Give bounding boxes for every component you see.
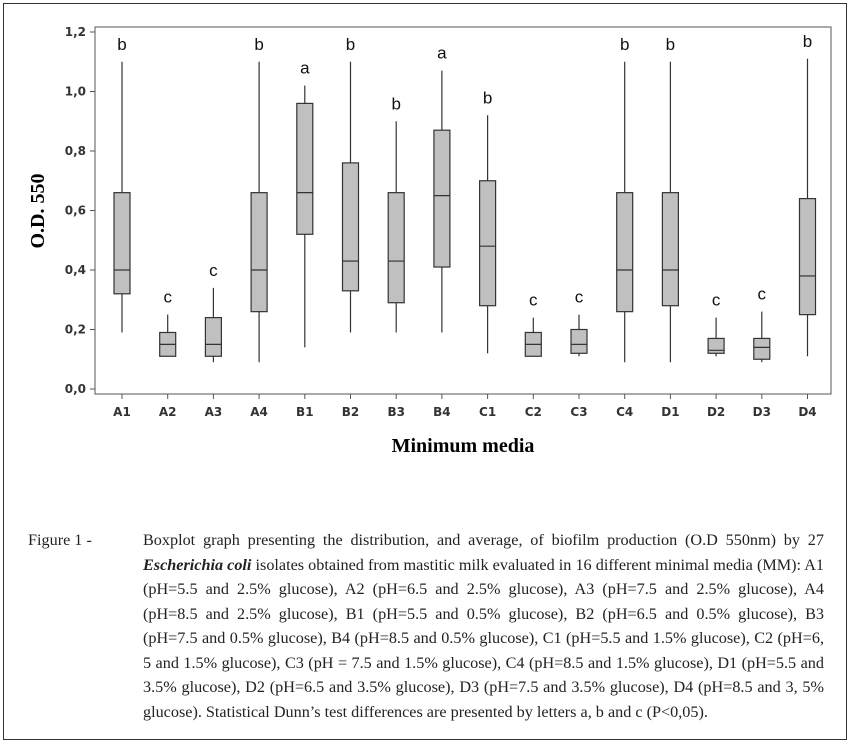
iqr-box bbox=[113, 192, 131, 295]
y-tick-label: 1,2 bbox=[65, 25, 86, 39]
box-c3 bbox=[570, 314, 588, 357]
sig-letter-a1: b bbox=[117, 35, 126, 54]
iqr-box bbox=[204, 317, 222, 357]
iqr-box bbox=[798, 198, 817, 316]
box-a1 bbox=[113, 61, 131, 333]
iqr-box bbox=[616, 192, 634, 313]
y-tick-label: 1,0 bbox=[65, 85, 86, 99]
y-tick-label: 0,8 bbox=[65, 144, 86, 158]
y-tick-label: 0,2 bbox=[65, 323, 86, 337]
figure-caption: Figure 1 - Boxplot graph presenting the … bbox=[28, 528, 824, 724]
caption-text-after: isolates obtained from mastitic milk eva… bbox=[143, 555, 825, 721]
x-tick-label-a2: A2 bbox=[159, 405, 177, 419]
sig-letter-c3: c bbox=[575, 288, 584, 307]
sig-letter-a2: c bbox=[163, 288, 172, 307]
iqr-box bbox=[661, 192, 680, 307]
sig-letter-a3: c bbox=[209, 261, 218, 280]
x-tick-label-d1: D1 bbox=[661, 405, 679, 419]
x-tick-label-b1: B1 bbox=[296, 405, 314, 419]
box-c2 bbox=[524, 317, 542, 357]
x-tick-label-c3: C3 bbox=[570, 405, 587, 419]
x-axis: A1 A2 A3 A4 B1 B2 B3 B4 C1 C2 C3 C4 D1 D2 D3 D4 bbox=[113, 394, 817, 419]
sig-letter-d4: b bbox=[803, 32, 812, 51]
y-tick-label: 0,0 bbox=[65, 382, 86, 396]
sig-letter-d2: c bbox=[712, 291, 721, 310]
sig-letter-b2: b bbox=[346, 35, 355, 54]
iqr-box bbox=[433, 129, 451, 268]
y-tick-label: 0,6 bbox=[65, 204, 86, 218]
sig-letter-a4: b bbox=[254, 35, 263, 54]
x-tick-label-d4: D4 bbox=[798, 405, 816, 419]
x-tick-label-a4: A4 bbox=[250, 405, 268, 419]
iqr-box bbox=[296, 102, 314, 235]
x-tick-label-a1: A1 bbox=[113, 405, 131, 419]
box-d3 bbox=[753, 311, 771, 363]
box-b2 bbox=[341, 61, 360, 333]
x-tick-label-c2: C2 bbox=[525, 405, 542, 419]
box-a3 bbox=[204, 287, 222, 363]
iqr-box bbox=[341, 162, 360, 292]
sig-letter-b4: a bbox=[437, 44, 447, 63]
x-tick-label-c4: C4 bbox=[616, 405, 633, 419]
y-axis: 0,0 0,2 0,4 0,6 0,8 1,0 1,2 bbox=[65, 25, 95, 396]
x-tick-label-a3: A3 bbox=[205, 405, 223, 419]
box-d4 bbox=[798, 58, 817, 357]
y-tick-label: 0,4 bbox=[65, 263, 86, 277]
box-d2 bbox=[707, 317, 725, 357]
iqr-box bbox=[479, 180, 497, 307]
box-c1 bbox=[479, 115, 497, 354]
iqr-box bbox=[250, 192, 268, 313]
caption-species: Escherichia coli bbox=[143, 555, 252, 574]
sig-letter-c4: b bbox=[620, 35, 629, 54]
caption-body: Boxplot graph presenting the distributio… bbox=[143, 528, 824, 724]
x-tick-label-b3: B3 bbox=[387, 405, 405, 419]
iqr-box bbox=[570, 328, 588, 354]
caption-text-before: Boxplot graph presenting the distributio… bbox=[143, 531, 824, 549]
iqr-box bbox=[387, 192, 405, 304]
x-tick-label-d2: D2 bbox=[707, 405, 725, 419]
boxes-group bbox=[113, 58, 817, 363]
sig-letter-c1: b bbox=[483, 88, 492, 107]
box-d1 bbox=[661, 61, 680, 363]
significance-letters: b c c b a b b a b c c b b c c b bbox=[117, 32, 812, 310]
boxplot-chart: 0,0 0,2 0,4 0,6 0,8 1,0 1,2 A1 A2 A3 A4 B1 B2 B3 B4 C1… bbox=[27, 25, 832, 457]
x-tick-label-b2: B2 bbox=[342, 405, 360, 419]
box-c4 bbox=[616, 61, 634, 363]
box-b4 bbox=[433, 70, 451, 333]
x-axis-title: Minimum media bbox=[392, 435, 535, 457]
y-axis-title: O.D. 550 bbox=[27, 174, 49, 249]
x-tick-label-c1: C1 bbox=[479, 405, 496, 419]
box-b3 bbox=[387, 121, 405, 333]
sig-letter-c2: c bbox=[529, 291, 538, 310]
sig-letter-d3: c bbox=[758, 285, 767, 304]
caption-label: Figure 1 - bbox=[28, 531, 92, 549]
box-b1 bbox=[296, 85, 314, 348]
x-tick-label-b4: B4 bbox=[433, 405, 451, 419]
sig-letter-b1: a bbox=[300, 59, 310, 78]
sig-letter-b3: b bbox=[391, 94, 400, 113]
box-a2 bbox=[159, 314, 177, 357]
x-tick-label-d3: D3 bbox=[753, 405, 771, 419]
iqr-box bbox=[753, 337, 771, 360]
iqr-box bbox=[707, 337, 725, 354]
box-a4 bbox=[250, 61, 268, 363]
sig-letter-d1: b bbox=[666, 35, 675, 54]
